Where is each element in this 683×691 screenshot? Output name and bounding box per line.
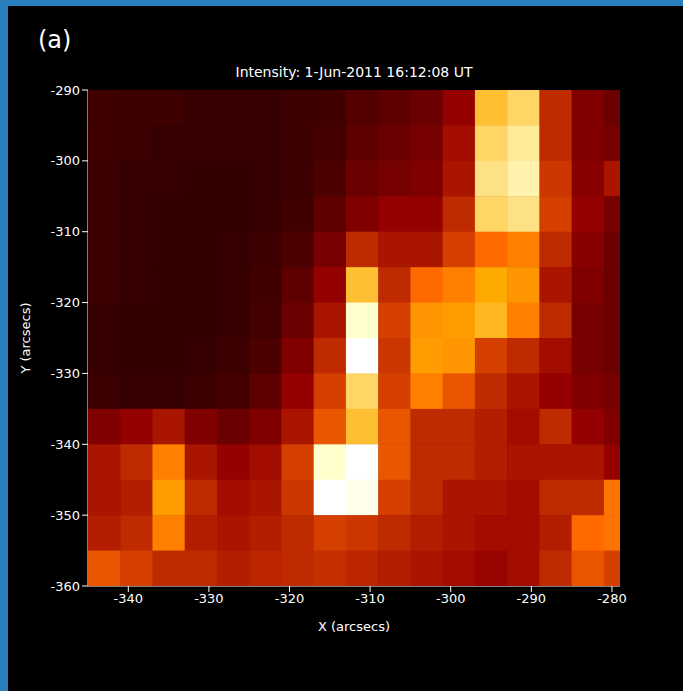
svg-text:-330: -330: [194, 591, 224, 606]
svg-text:-310: -310: [355, 591, 385, 606]
svg-text:-290: -290: [50, 83, 80, 98]
svg-text:-340: -340: [50, 437, 80, 452]
svg-text:-330: -330: [50, 366, 80, 381]
svg-text:-350: -350: [50, 508, 80, 523]
svg-text:Y (arcsecs): Y (arcsecs): [18, 302, 33, 374]
html-text:Intensity: 1-Jun-2011 16:12:08: Intensity: 1-Jun-2011 16:12:08 UT: [235, 64, 473, 80]
svg-text:-320: -320: [50, 295, 80, 310]
svg-text:-340: -340: [114, 591, 144, 606]
svg-text:-300: -300: [50, 153, 80, 168]
svg-text:-320: -320: [275, 591, 305, 606]
svg-text:-310: -310: [50, 224, 80, 239]
svg-text:-280: -280: [597, 591, 627, 606]
svg-text:-290: -290: [517, 591, 547, 606]
html-text:(a): (a): [38, 26, 72, 54]
svg-text:-300: -300: [436, 591, 466, 606]
svg-text:-360: -360: [50, 579, 80, 594]
svg-text:X (arcsecs): X (arcsecs): [318, 619, 390, 634]
